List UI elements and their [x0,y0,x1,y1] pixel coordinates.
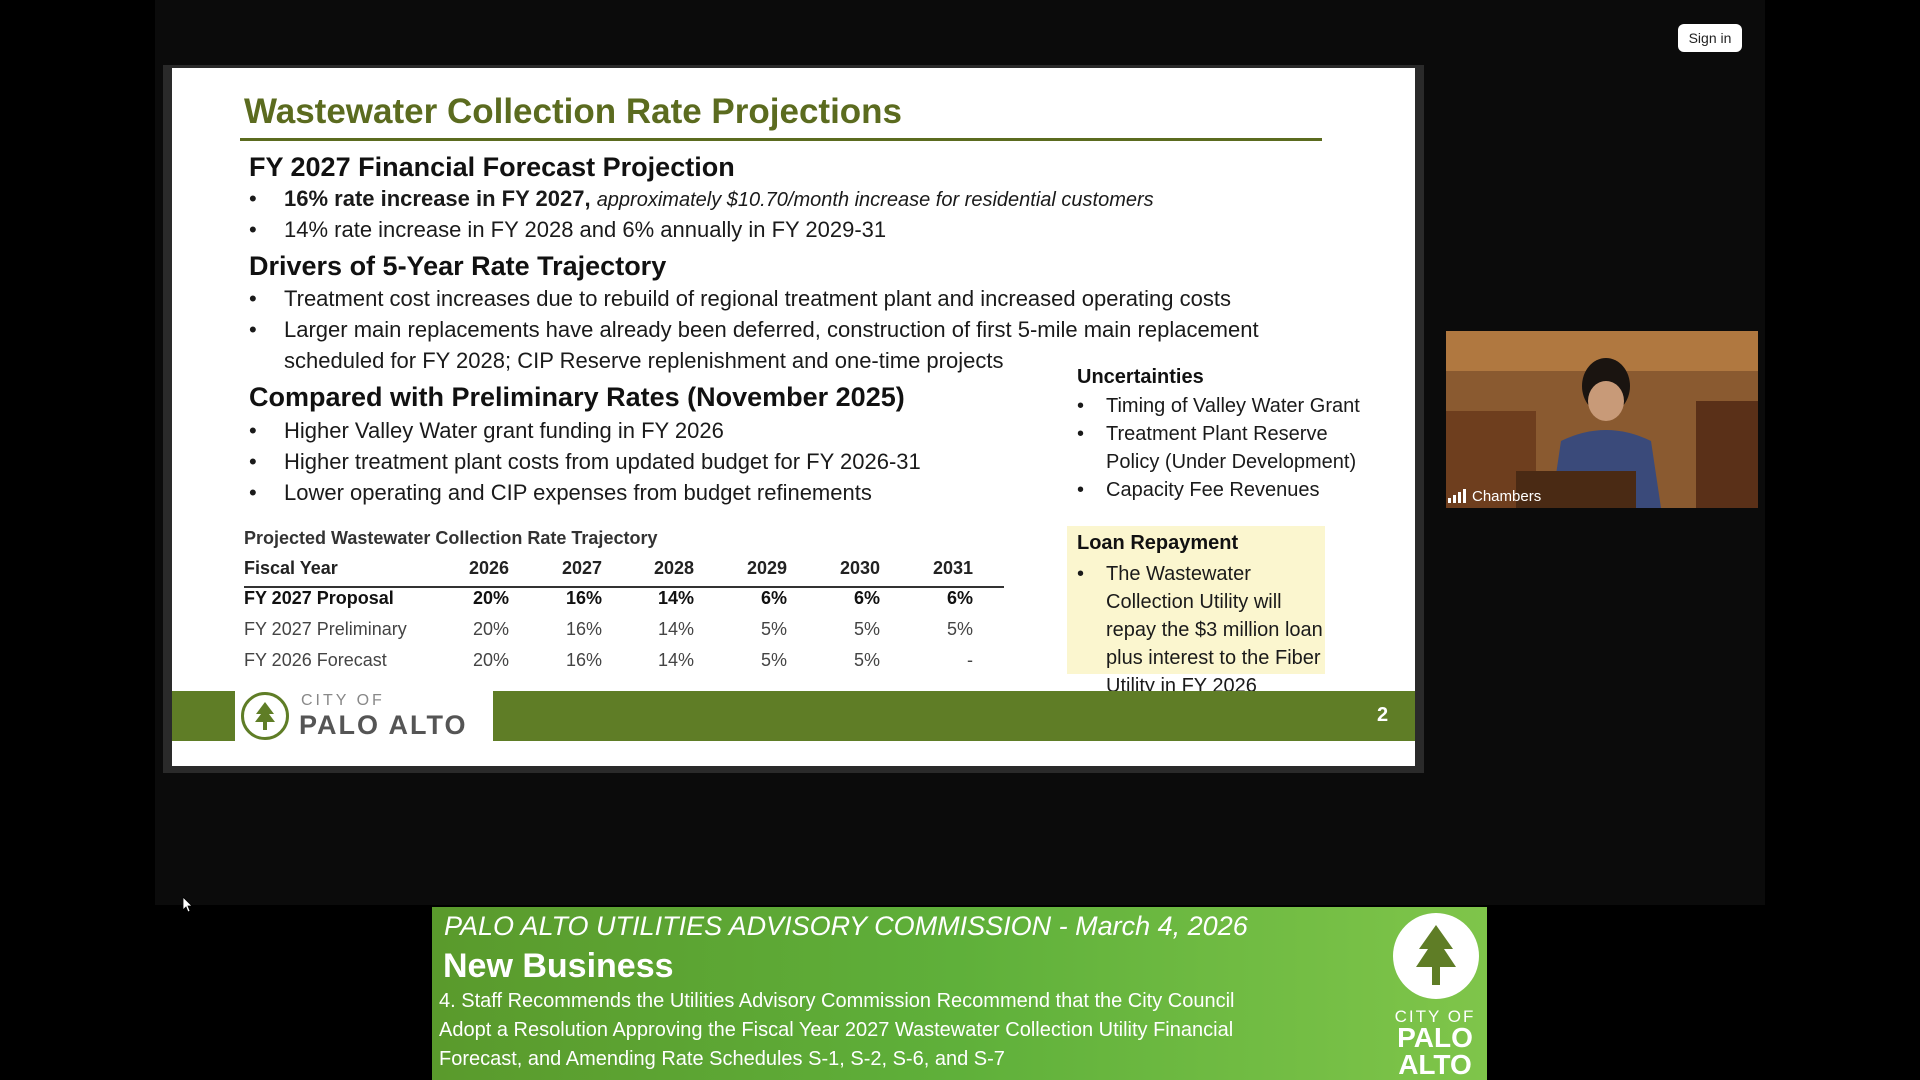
uncertainties-heading: Uncertainties [1077,366,1204,388]
tree-icon [1393,913,1479,999]
slide-page-number: 2 [1377,704,1389,726]
signal-strength-icon [1448,489,1466,503]
camera-label: Chambers [1446,484,1541,508]
rate-table-row: FY 2027 Preliminary 20% 16% 14% 5% 5% 5% [244,619,973,639]
loan-repayment-heading: Loan Repayment [1077,532,1239,554]
section-heading-drivers: Drivers of 5-Year Rate Trajectory [249,251,667,281]
meeting-title: PALO ALTO UTILITIES ADVISORY COMMISSION … [444,911,1248,941]
section-heading-compared: Compared with Preliminary Rates (Novembe… [249,382,905,412]
speaker-video-image [1446,331,1758,508]
title-underline [240,138,1322,141]
agenda-item-description: 4. Staff Recommends the Utilities Adviso… [439,990,1235,1070]
lower-third-logo: CITY OF PALO ALTO [1387,909,1483,1079]
presentation-slide: Wastewater Collection Rate Projections F… [172,68,1415,766]
lower-third-banner: PALO ALTO UTILITIES ADVISORY COMMISSION … [432,907,1487,1080]
rate-table-row: FY 2026 Forecast 20% 16% 14% 5% 5% - [244,650,973,670]
city-logo: CITY OF PALO ALTO [235,688,493,744]
loan-repayment-box: Loan Repayment • The Wastewater Collecti… [1067,526,1325,697]
mouse-cursor-icon [183,897,193,913]
rate-table-header: Fiscal Year 2026 2027 2028 2029 2030 203… [244,558,1004,588]
tree-icon [241,692,289,740]
rate-table-title: Projected Wastewater Collection Rate Tra… [244,528,658,548]
rate-table-row: FY 2027 Proposal 20% 16% 14% 6% 6% 6% [244,588,973,608]
slide-title: Wastewater Collection Rate Projections [244,92,903,131]
speaker-video-tile[interactable]: Chambers [1446,331,1758,508]
agenda-section: New Business [443,947,674,985]
section-heading-forecast: FY 2027 Financial Forecast Projection [249,152,735,182]
sign-in-button[interactable]: Sign in [1678,24,1742,52]
